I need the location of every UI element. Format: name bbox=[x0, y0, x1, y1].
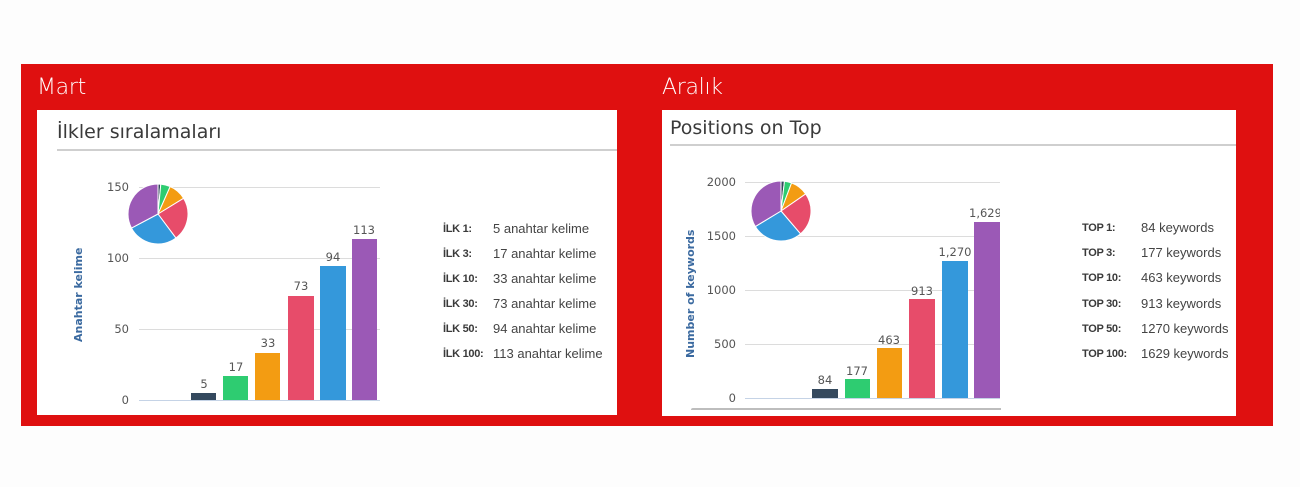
legend-key: TOP 100: bbox=[1082, 348, 1127, 360]
panel-aralik: Positions on Top Number of keywords 2000… bbox=[662, 110, 1236, 416]
bar-value-label: 94 bbox=[325, 250, 341, 264]
comparison-frame: Mart Aralık İlkler sıralamaları Anahtar … bbox=[21, 64, 1273, 426]
legend-value: 1270 keywords bbox=[1141, 321, 1229, 336]
bar-value-label: 33 bbox=[260, 336, 276, 350]
bar-chart: Number of keywords 2000 1500 1000 500 0 … bbox=[662, 110, 1007, 416]
title-divider bbox=[57, 149, 617, 151]
legend-value: 84 keywords bbox=[1141, 220, 1214, 235]
bar-value-label: 73 bbox=[293, 279, 309, 293]
legend-value: 94 anahtar kelime bbox=[493, 321, 597, 336]
gridline bbox=[139, 329, 380, 330]
y-tick: 500 bbox=[714, 337, 736, 351]
y-tick: 50 bbox=[114, 322, 129, 336]
period-label-right: Aralık bbox=[662, 75, 723, 100]
chart-scrollbar-track bbox=[691, 408, 1001, 410]
legend-value: 73 anahtar kelime bbox=[493, 296, 597, 311]
bar-value-label: 84 bbox=[817, 373, 833, 387]
bar-value-label: 463 bbox=[878, 333, 900, 347]
bar-top-50[interactable] bbox=[942, 261, 968, 398]
bar-value-label: 1,270 bbox=[938, 245, 972, 259]
legend-value: 113 anahtar kelime bbox=[493, 346, 603, 361]
bar-ilk-3[interactable] bbox=[223, 376, 248, 400]
legend-value: 5 anahtar kelime bbox=[493, 221, 590, 236]
y-tick: 150 bbox=[107, 180, 129, 194]
legend-key: İLK 30: bbox=[443, 298, 478, 310]
bars bbox=[662, 110, 1007, 398]
legend-key: TOP 10: bbox=[1082, 272, 1122, 284]
legend-key: TOP 3: bbox=[1082, 247, 1116, 259]
y-tick: 0 bbox=[728, 391, 736, 405]
bar-ilk-100[interactable] bbox=[352, 239, 377, 400]
bar-ilk-30[interactable] bbox=[288, 296, 314, 400]
legend-value: 177 keywords bbox=[1141, 245, 1222, 260]
bar-ilk-1[interactable] bbox=[191, 393, 216, 400]
legend-value: 913 keywords bbox=[1141, 296, 1222, 311]
legend-key: İLK 1: bbox=[443, 223, 472, 235]
bar-top-1[interactable] bbox=[812, 389, 838, 398]
legend-key: TOP 1: bbox=[1082, 222, 1116, 234]
legend-value: 463 keywords bbox=[1141, 270, 1222, 285]
legend-key: İLK 100: bbox=[443, 348, 484, 360]
gridline bbox=[745, 182, 1000, 183]
panel-mart: İlkler sıralamaları Anahtar kelime 150 1… bbox=[37, 110, 617, 415]
legend-value: 17 anahtar kelime bbox=[493, 246, 597, 261]
gridline bbox=[745, 236, 1000, 237]
bar-value-label: 5 bbox=[200, 377, 208, 391]
legend-value: 1629 keywords bbox=[1141, 346, 1229, 361]
bar-top-10[interactable] bbox=[877, 348, 902, 398]
bar-value-label: 1,629 bbox=[969, 206, 1000, 220]
legend: İLK 1: 5 anahtar kelime İLK 3: 17 anahta… bbox=[443, 220, 613, 370]
bar-ilk-50[interactable] bbox=[320, 266, 346, 400]
legend: TOP 1: 84 keywords TOP 3: 177 keywords T… bbox=[1082, 218, 1242, 368]
title-divider bbox=[670, 144, 1236, 146]
y-tick: 1500 bbox=[706, 229, 736, 243]
y-tick: 100 bbox=[107, 251, 129, 265]
gridline bbox=[139, 187, 380, 188]
legend-key: İLK 50: bbox=[443, 323, 478, 335]
legend-key: İLK 10: bbox=[443, 273, 478, 285]
x-axis-line bbox=[139, 400, 380, 401]
legend-key: TOP 30: bbox=[1082, 298, 1122, 310]
y-tick: 2000 bbox=[706, 175, 736, 189]
bar-top-100[interactable] bbox=[974, 222, 1000, 398]
legend-key: TOP 50: bbox=[1082, 323, 1122, 335]
bar-ilk-10[interactable] bbox=[255, 353, 280, 400]
gridline bbox=[745, 290, 1000, 291]
bars bbox=[37, 110, 397, 400]
bar-chart: Anahtar kelime 150 100 50 0 5 17 33 73 bbox=[37, 110, 397, 415]
panel-title: İlkler sıralamaları bbox=[57, 121, 222, 143]
bar-value-label: 913 bbox=[911, 284, 933, 298]
y-tick: 1000 bbox=[706, 283, 736, 297]
bar-top-30[interactable] bbox=[909, 299, 935, 398]
x-axis-line bbox=[745, 398, 1000, 399]
y-tick: 0 bbox=[121, 393, 129, 407]
bar-top-3[interactable] bbox=[845, 379, 870, 398]
legend-key: İLK 3: bbox=[443, 248, 472, 260]
legend-value: 33 anahtar kelime bbox=[493, 271, 597, 286]
pie-chart-icon bbox=[750, 180, 812, 242]
gridline bbox=[139, 258, 380, 259]
bar-value-label: 17 bbox=[228, 360, 244, 374]
bar-value-label: 177 bbox=[846, 364, 868, 378]
gridline bbox=[745, 344, 1000, 345]
period-label-left: Mart bbox=[37, 75, 86, 100]
bar-value-label: 113 bbox=[353, 223, 375, 237]
pie-chart-icon bbox=[127, 183, 189, 245]
panel-title: Positions on Top bbox=[670, 117, 822, 139]
